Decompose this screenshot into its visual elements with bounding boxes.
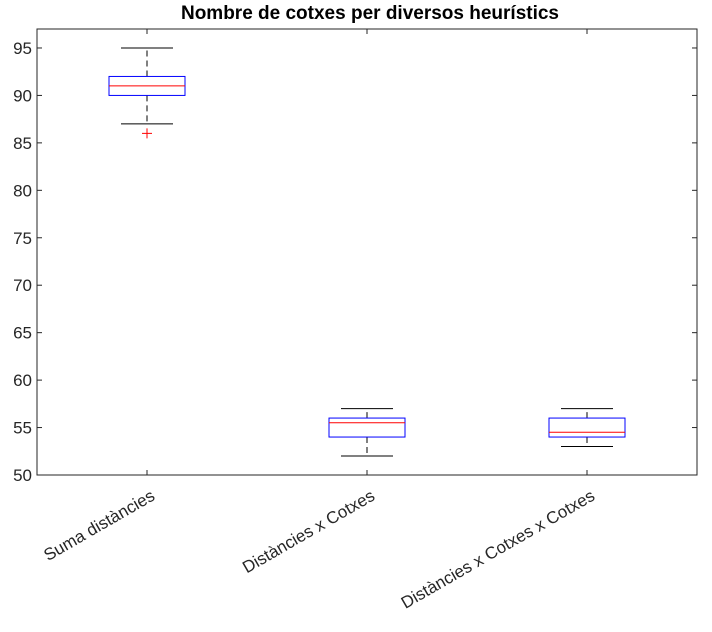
y-tick-label: 70	[13, 276, 32, 295]
y-tick-label: 65	[13, 324, 32, 343]
plot-area	[36, 28, 698, 476]
y-tick-label: 80	[13, 181, 32, 200]
x-tick-label: Distàncies x Cotxes	[239, 486, 378, 577]
y-tick-label: 50	[13, 466, 32, 485]
x-tick-label: Distàncies x Cotxes x Cotxes	[398, 486, 598, 613]
boxplot-series	[108, 47, 626, 457]
chart-title: Nombre de cotxes per diversos heurístics	[181, 3, 559, 24]
box	[548, 417, 626, 438]
box-group	[108, 47, 186, 139]
box-group	[548, 408, 626, 448]
x-tick-label: Suma distàncies	[40, 486, 158, 565]
y-axis: 50 55 60 65 70 75 80 85 90 95	[13, 39, 697, 485]
y-tick-label: 55	[13, 419, 32, 438]
y-tick-label: 90	[13, 86, 32, 105]
outlier-marker	[142, 128, 152, 139]
box	[328, 417, 406, 438]
y-tick-label: 75	[13, 229, 32, 248]
y-tick-label: 95	[13, 39, 32, 58]
y-tick-label: 85	[13, 134, 32, 153]
y-tick-label: 60	[13, 371, 32, 390]
box-group	[328, 408, 406, 457]
